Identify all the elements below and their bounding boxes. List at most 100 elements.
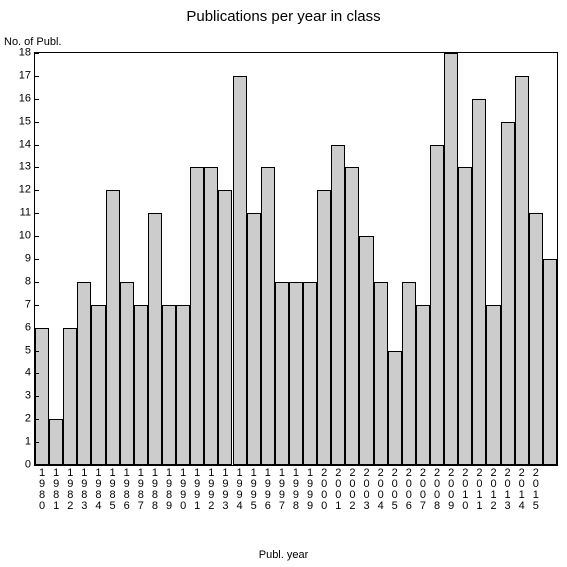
y-tick-mark bbox=[34, 167, 39, 168]
bar bbox=[486, 305, 500, 465]
y-tick-mark bbox=[34, 419, 39, 420]
y-tick-mark bbox=[34, 282, 39, 283]
y-axis-label: No. of Publ. bbox=[4, 36, 61, 48]
y-tick-label: 2 bbox=[3, 414, 31, 425]
x-tick-label: 1998 bbox=[289, 468, 303, 512]
y-tick-mark bbox=[34, 259, 39, 260]
bar bbox=[430, 145, 444, 465]
x-tick-label: 2007 bbox=[416, 468, 430, 512]
x-tick-label: 2009 bbox=[444, 468, 458, 512]
y-tick-mark bbox=[34, 465, 39, 466]
bar bbox=[275, 282, 289, 465]
y-tick-label: 4 bbox=[3, 368, 31, 379]
y-tick-label: 0 bbox=[3, 460, 31, 471]
bar bbox=[515, 76, 529, 465]
x-tick-label: 1984 bbox=[91, 468, 105, 512]
chart-container: Publications per year in class No. of Pu… bbox=[0, 0, 567, 567]
bar bbox=[218, 190, 232, 465]
y-tick-label: 3 bbox=[3, 391, 31, 402]
x-tick-label: 2003 bbox=[359, 468, 373, 512]
x-tick-label: 2014 bbox=[515, 468, 529, 512]
y-tick-label: 15 bbox=[3, 116, 31, 127]
bar bbox=[106, 190, 120, 465]
bar bbox=[501, 122, 515, 465]
y-tick-label: 9 bbox=[3, 254, 31, 265]
y-tick-mark bbox=[34, 190, 39, 191]
x-tick-label: 2000 bbox=[317, 468, 331, 512]
y-tick-mark bbox=[34, 396, 39, 397]
bar bbox=[247, 213, 261, 465]
x-tick-label: 2012 bbox=[486, 468, 500, 512]
x-tick-label: 1982 bbox=[63, 468, 77, 512]
bar bbox=[190, 167, 204, 465]
x-tick-label: 2002 bbox=[345, 468, 359, 512]
bar bbox=[331, 145, 345, 465]
x-tick-label: 1983 bbox=[77, 468, 91, 512]
y-tick-label: 6 bbox=[3, 322, 31, 333]
y-tick-label: 16 bbox=[3, 93, 31, 104]
bar bbox=[120, 282, 134, 465]
x-tick-label: 2013 bbox=[501, 468, 515, 512]
x-tick-label: 1995 bbox=[247, 468, 261, 512]
y-tick-label: 8 bbox=[3, 276, 31, 287]
bar bbox=[543, 259, 557, 465]
bar bbox=[472, 99, 486, 465]
y-tick-mark bbox=[34, 99, 39, 100]
x-tick-label: 2008 bbox=[430, 468, 444, 512]
bar bbox=[261, 167, 275, 465]
y-tick-label: 7 bbox=[3, 299, 31, 310]
bar bbox=[444, 53, 458, 465]
bar bbox=[49, 419, 63, 465]
x-tick-label: 1991 bbox=[190, 468, 204, 512]
bar bbox=[91, 305, 105, 465]
y-tick-mark bbox=[34, 76, 39, 77]
x-tick-label: 1992 bbox=[204, 468, 218, 512]
y-tick-label: 12 bbox=[3, 185, 31, 196]
y-tick-mark bbox=[34, 305, 39, 306]
bar bbox=[134, 305, 148, 465]
y-tick-label: 14 bbox=[3, 139, 31, 150]
bar bbox=[204, 167, 218, 465]
y-tick-label: 11 bbox=[3, 208, 31, 219]
chart-title: Publications per year in class bbox=[0, 8, 567, 25]
bar bbox=[63, 328, 77, 465]
y-tick-mark bbox=[34, 351, 39, 352]
bar bbox=[458, 167, 472, 465]
x-axis-label: Publ. year bbox=[0, 549, 567, 561]
x-tick-label: 1980 bbox=[35, 468, 49, 512]
y-tick-mark bbox=[34, 145, 39, 146]
y-tick-mark bbox=[34, 236, 39, 237]
y-tick-label: 1 bbox=[3, 437, 31, 448]
x-tick-label: 1987 bbox=[134, 468, 148, 512]
y-tick-label: 18 bbox=[3, 48, 31, 59]
x-tick-label: 1986 bbox=[120, 468, 134, 512]
x-tick-label: 2001 bbox=[331, 468, 345, 512]
y-tick-mark bbox=[34, 373, 39, 374]
x-tick-label: 1999 bbox=[303, 468, 317, 512]
bar bbox=[416, 305, 430, 465]
x-tick-label: 1993 bbox=[218, 468, 232, 512]
y-tick-label: 5 bbox=[3, 345, 31, 356]
x-tick-label: 2004 bbox=[374, 468, 388, 512]
bar bbox=[359, 236, 373, 465]
x-tick-label: 2010 bbox=[458, 468, 472, 512]
x-tick-label: 1990 bbox=[176, 468, 190, 512]
plot-area bbox=[34, 52, 558, 466]
y-tick-label: 17 bbox=[3, 70, 31, 81]
x-tick-label: 2005 bbox=[388, 468, 402, 512]
bar bbox=[402, 282, 416, 465]
x-tick-label: 2011 bbox=[472, 468, 486, 512]
y-tick-mark bbox=[34, 213, 39, 214]
bar bbox=[374, 282, 388, 465]
x-tick-label: 2015 bbox=[529, 468, 543, 512]
bar bbox=[529, 213, 543, 465]
bar bbox=[317, 190, 331, 465]
y-tick-mark bbox=[34, 122, 39, 123]
x-tick-label: 1985 bbox=[106, 468, 120, 512]
x-tick-label: 2006 bbox=[402, 468, 416, 512]
y-tick-label: 13 bbox=[3, 162, 31, 173]
x-tick-label: 1997 bbox=[275, 468, 289, 512]
bar bbox=[148, 213, 162, 465]
x-tick-label: 1988 bbox=[148, 468, 162, 512]
y-tick-label: 10 bbox=[3, 231, 31, 242]
